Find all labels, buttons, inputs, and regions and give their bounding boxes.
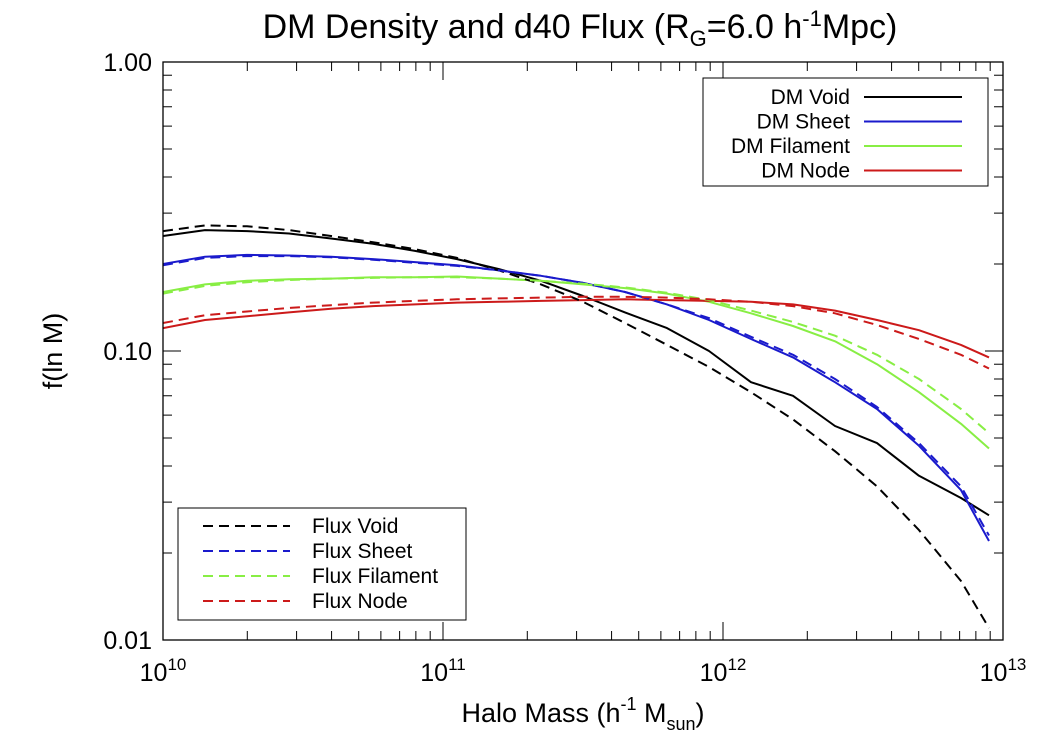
legend-label: DM Sheet — [757, 111, 851, 134]
legend-label: Flux Filament — [312, 565, 438, 588]
series-line-dm-filament — [163, 275, 990, 450]
series-line-flux-void — [163, 224, 990, 629]
y-tick-label: 0.10 — [103, 338, 152, 366]
y-tick-label: 0.01 — [103, 627, 152, 655]
legend-label: Flux Sheet — [312, 540, 413, 563]
x-axis-label: Halo Mass (h-1 Msun) — [461, 694, 704, 734]
series-lines — [163, 224, 990, 629]
x-tick-label: 1010 — [140, 655, 187, 687]
series-line-flux-filament — [163, 276, 990, 434]
x-tick-label: 1011 — [420, 655, 465, 687]
series-line-flux-node — [163, 295, 990, 370]
y-tick-label: 1.00 — [103, 49, 152, 77]
legend-label: DM Node — [761, 160, 850, 183]
series-line-dm-void — [163, 229, 990, 517]
legend-label: DM Filament — [731, 135, 850, 158]
y-axis-label: f(ln M) — [38, 313, 68, 390]
plot-frame — [162, 61, 1004, 641]
legend-label: Flux Node — [312, 590, 408, 613]
legend-label: DM Void — [771, 86, 850, 109]
x-tick-label: 1013 — [980, 655, 1027, 687]
series-line-dm-node — [163, 298, 990, 359]
x-tick-label: 1012 — [700, 655, 747, 687]
axis-tick-labels: 1010 1011 1012 1013 0.01 0.10 1.00 — [103, 49, 1026, 687]
legend-label: Flux Void — [312, 515, 398, 538]
chart-title: DM Density and d40 Flux (RG=6.0 h-1Mpc) — [263, 6, 898, 51]
